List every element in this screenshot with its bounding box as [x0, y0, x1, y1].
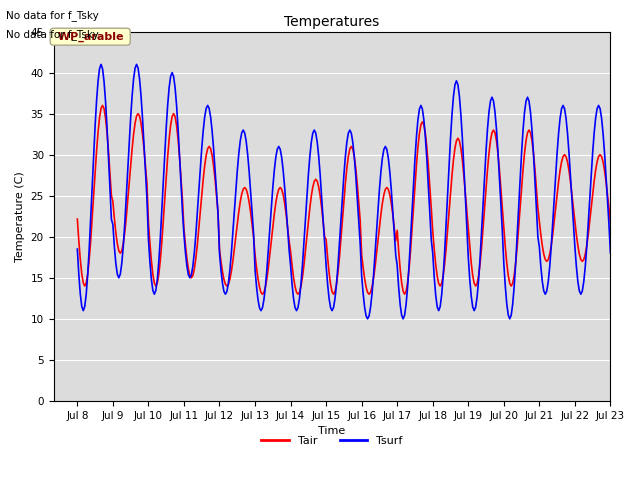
Text: WP_arable: WP_arable — [54, 32, 127, 42]
Tsurf — [364, 316, 371, 322]
Tsurf — [74, 246, 81, 252]
Tsurf — [97, 61, 105, 67]
Tair — [380, 192, 388, 198]
Tsurf — [545, 279, 552, 285]
Tair — [99, 103, 106, 108]
Tsurf — [380, 146, 388, 152]
Title: Temperatures: Temperatures — [284, 15, 380, 29]
Tsurf — [410, 181, 417, 187]
Text: No data for f_Tsky: No data for f_Tsky — [6, 29, 99, 40]
Tair — [174, 136, 182, 142]
Line: Tair: Tair — [77, 106, 611, 294]
Tair — [88, 216, 96, 222]
Tair — [607, 219, 614, 225]
Tsurf — [607, 250, 614, 256]
Line: Tsurf: Tsurf — [77, 64, 611, 319]
Tair — [259, 291, 266, 297]
X-axis label: Time: Time — [318, 426, 346, 436]
Tsurf — [174, 125, 182, 131]
Tair — [74, 216, 81, 222]
Tsurf — [398, 312, 406, 318]
Tair — [545, 257, 552, 263]
Tsurf — [88, 185, 96, 191]
Y-axis label: Temperature (C): Temperature (C) — [15, 171, 25, 262]
Text: No data for f_Tsky: No data for f_Tsky — [6, 10, 99, 21]
Tair — [398, 280, 406, 286]
Tair — [410, 205, 417, 211]
Legend: Tair, Tsurf: Tair, Tsurf — [257, 432, 407, 451]
